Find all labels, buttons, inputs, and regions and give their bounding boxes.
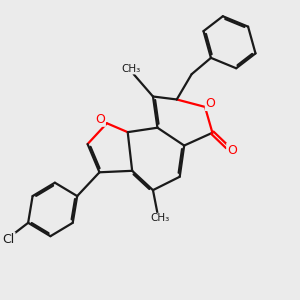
Text: O: O — [95, 113, 105, 126]
Text: CH₃: CH₃ — [121, 64, 140, 74]
Text: Cl: Cl — [3, 233, 15, 246]
Text: O: O — [227, 143, 237, 157]
Text: CH₃: CH₃ — [151, 213, 170, 224]
Text: O: O — [206, 98, 215, 110]
